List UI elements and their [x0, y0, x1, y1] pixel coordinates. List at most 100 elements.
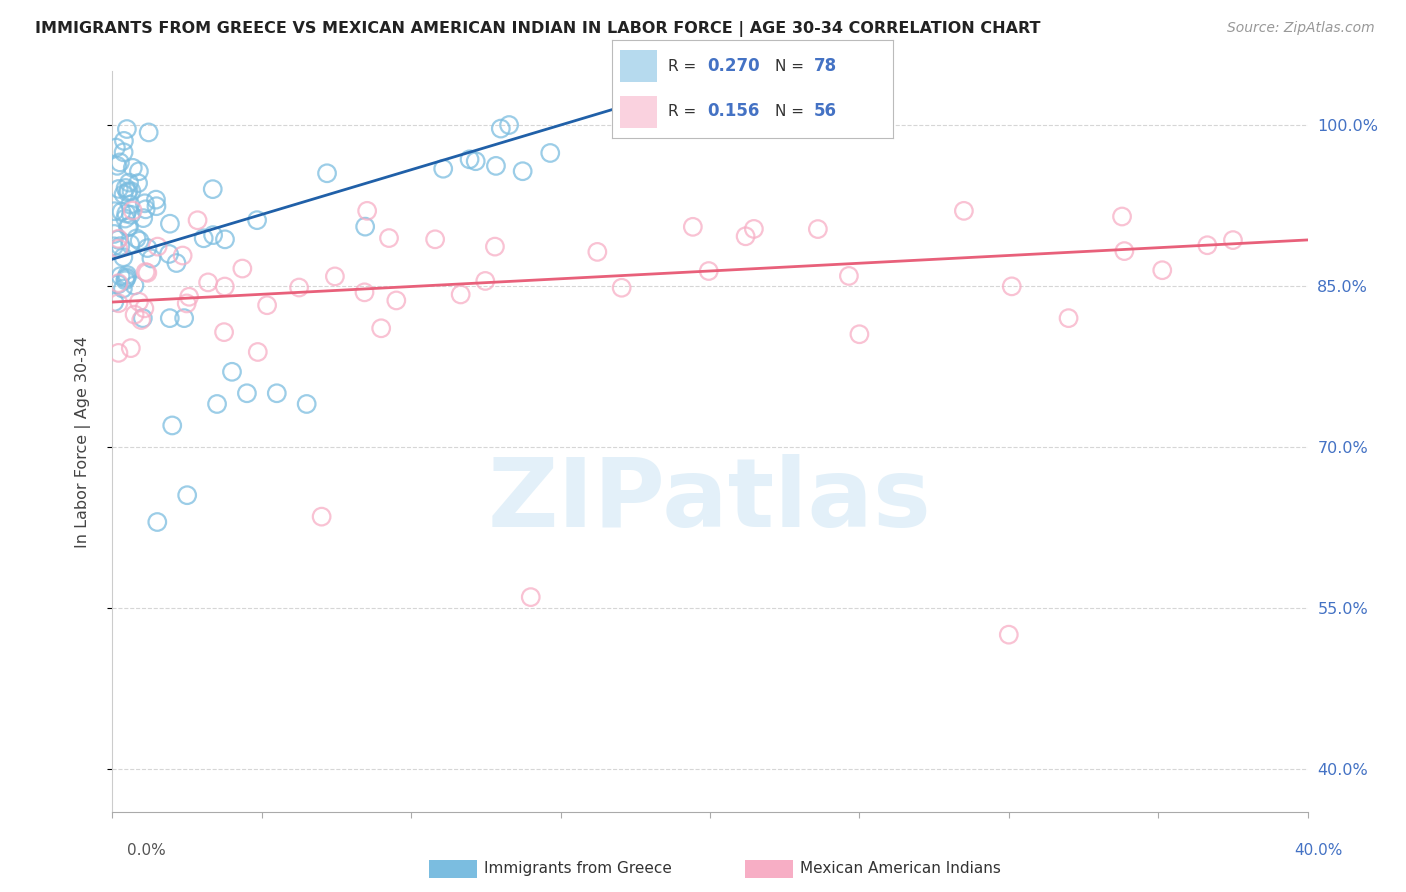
Point	[103, 227, 125, 241]
Point	[323, 269, 346, 284]
Point	[107, 277, 129, 292]
Point	[520, 590, 543, 604]
Point	[231, 261, 253, 276]
Point	[489, 121, 512, 136]
Point	[107, 233, 129, 247]
Point	[115, 206, 138, 220]
Point	[159, 217, 181, 231]
Point	[353, 285, 375, 300]
Point	[107, 242, 129, 256]
Point	[485, 159, 508, 173]
Point	[162, 418, 183, 433]
Point	[129, 313, 152, 327]
Point	[998, 628, 1021, 642]
Point	[107, 346, 129, 360]
Point	[105, 159, 128, 173]
Point	[114, 273, 136, 287]
Point	[103, 239, 125, 253]
Point	[112, 145, 135, 160]
Point	[212, 325, 235, 339]
FancyBboxPatch shape	[620, 50, 657, 82]
Point	[107, 276, 129, 290]
Text: Mexican American Indians: Mexican American Indians	[800, 862, 1001, 876]
Point	[432, 161, 454, 176]
Point	[107, 296, 129, 310]
Text: Immigrants from Greece: Immigrants from Greece	[484, 862, 672, 876]
Point	[112, 250, 135, 264]
Point	[187, 213, 209, 227]
Point	[953, 203, 976, 218]
Point	[125, 231, 148, 245]
Point	[288, 280, 311, 294]
Point	[136, 241, 159, 255]
Point	[385, 293, 408, 308]
Point	[246, 213, 269, 227]
Point	[104, 140, 127, 154]
Point	[128, 164, 150, 178]
Point	[201, 182, 224, 196]
Point	[423, 232, 446, 246]
Point	[295, 397, 318, 411]
Point	[136, 266, 159, 280]
Point	[197, 276, 219, 290]
Point	[682, 219, 704, 234]
Point	[118, 219, 141, 234]
Text: R =: R =	[668, 103, 702, 119]
Text: 40.0%: 40.0%	[1295, 843, 1343, 858]
Point	[117, 184, 139, 198]
Point	[103, 295, 125, 310]
Point	[848, 327, 870, 342]
Point	[205, 397, 228, 411]
Point	[464, 154, 486, 169]
Point	[173, 311, 195, 326]
Point	[138, 125, 160, 139]
Point	[179, 290, 201, 304]
Point	[458, 153, 481, 167]
Point	[742, 222, 765, 236]
Point	[121, 203, 143, 218]
Point	[512, 164, 534, 178]
Point	[236, 386, 259, 401]
Point	[132, 311, 155, 326]
Y-axis label: In Labor Force | Age 30-34: In Labor Force | Age 30-34	[75, 335, 91, 548]
Point	[118, 176, 141, 190]
Point	[114, 181, 136, 195]
Point	[132, 211, 155, 226]
Point	[1152, 263, 1174, 277]
Text: 0.156: 0.156	[707, 103, 759, 120]
Point	[120, 341, 142, 355]
FancyBboxPatch shape	[620, 96, 657, 128]
Point	[115, 270, 138, 285]
Point	[1197, 238, 1219, 252]
Point	[370, 321, 392, 335]
Point	[114, 271, 136, 285]
Point	[838, 268, 860, 283]
Point	[128, 234, 150, 248]
Point	[450, 287, 472, 301]
Text: 0.270: 0.270	[707, 57, 759, 75]
Point	[107, 232, 129, 246]
Point	[120, 197, 142, 211]
Point	[117, 186, 139, 200]
Point	[145, 193, 167, 207]
Point	[256, 298, 278, 312]
Point	[311, 509, 333, 524]
Point	[354, 219, 377, 234]
Point	[1111, 210, 1133, 224]
Point	[103, 204, 125, 219]
Point	[214, 232, 236, 246]
Point	[112, 187, 135, 202]
Point	[266, 386, 288, 401]
Point	[610, 281, 633, 295]
Point	[697, 264, 720, 278]
Point	[115, 268, 138, 282]
Point	[117, 220, 139, 235]
Point	[316, 166, 339, 180]
Point	[498, 118, 520, 132]
Point	[146, 515, 169, 529]
Point	[474, 274, 496, 288]
Point	[246, 345, 269, 359]
Point	[108, 239, 131, 253]
Point	[121, 184, 143, 198]
Text: N =: N =	[775, 103, 808, 119]
